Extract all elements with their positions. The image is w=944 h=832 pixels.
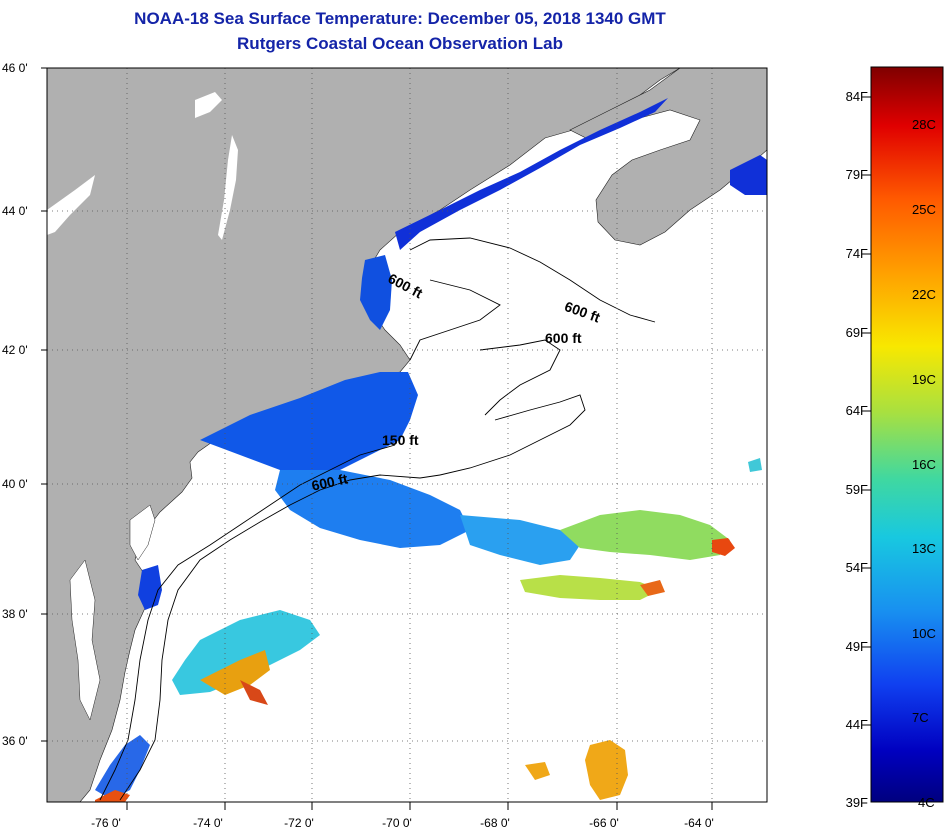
colorbar-ticks (866, 96, 871, 726)
colorbar-c-13: 13C (912, 541, 936, 556)
depth-contours (99, 237, 656, 801)
sst-southern-new-england (200, 372, 418, 480)
colorbar-f-49: 49F (845, 639, 868, 654)
sst-warm-filament-2 (240, 680, 268, 705)
lat-label-46: 46 0' (2, 61, 28, 75)
colorbar-f-74: 74F (845, 246, 868, 261)
sst-warm-core-2 (640, 580, 665, 596)
sst-cape-hatteras-shelf (172, 610, 320, 695)
colorbar-c-4: 4C (918, 795, 935, 810)
contour-label-150ft: 150 ft (382, 432, 419, 448)
colorbar-f-44: 44F (845, 717, 868, 732)
lat-label-38: 38 0' (2, 607, 28, 621)
lat-label-44: 44 0' (2, 204, 28, 218)
map-title: NOAA-18 Sea Surface Temperature: Decembe… (134, 9, 666, 28)
colorbar-c-16: 16C (912, 457, 936, 472)
sst-nova-scotia-coast (730, 155, 767, 195)
chesapeake-bay (69, 559, 101, 721)
sst-cape-cod (360, 255, 392, 330)
lon-label-68: -68 0' (480, 816, 510, 830)
lon-label-64: -64 0' (684, 816, 714, 830)
sst-gulf-stream-patch-2 (520, 575, 660, 600)
sst-east-edge-cyan (748, 458, 762, 472)
colorbar-c-7: 7C (912, 710, 929, 725)
lon-label-76: -76 0' (91, 816, 121, 830)
lon-label-72: -72 0' (284, 816, 314, 830)
lake-small-1 (195, 92, 222, 118)
sst-warm-filament-1 (200, 650, 270, 695)
lake-ontario (47, 175, 95, 235)
lon-label-66: -66 0' (589, 816, 619, 830)
lat-label-36: 36 0' (2, 734, 28, 748)
colorbar-f-54: 54F (845, 560, 868, 575)
lon-label-74: -74 0' (193, 816, 223, 830)
lat-label-42: 42 0' (2, 343, 28, 357)
sst-delaware-shelf (138, 565, 162, 610)
graticule (47, 68, 767, 802)
sst-south-patch-orange-2 (525, 762, 550, 780)
colorbar-c-22: 22C (912, 287, 936, 302)
delaware-bay (129, 504, 156, 561)
colorbar-c-19: 19C (912, 372, 936, 387)
lat-label-40: 40 0' (2, 477, 28, 491)
colorbar-f-84: 84F (845, 89, 868, 104)
colorbar-c-10: 10C (912, 626, 936, 641)
colorbar-c-28: 28C (912, 117, 936, 132)
sst-gulf-stream-patch-1 (560, 510, 730, 560)
lon-label-70: -70 0' (382, 816, 412, 830)
colorbar (870, 66, 944, 803)
frame-ticks (41, 67, 713, 810)
map-subtitle: Rutgers Coastal Ocean Observation Lab (237, 34, 563, 53)
sst-gulf-of-maine-north (395, 98, 668, 250)
sst-shelf-break-east (460, 515, 580, 565)
colorbar-f-64: 64F (845, 403, 868, 418)
sst-southern-warm (95, 790, 130, 802)
sst-mid-atlantic-shelf (275, 470, 470, 548)
colorbar-f-39: 39F (845, 795, 868, 810)
contour-label-600ft-georges: 600 ft (545, 330, 582, 346)
map-frame (46, 67, 768, 803)
colorbar-f-79: 79F (845, 167, 868, 182)
sst-warm-core-1 (712, 538, 735, 556)
colorbar-c-25: 25C (912, 202, 936, 217)
colorbar-f-59: 59F (845, 482, 868, 497)
lake-champlain (218, 135, 238, 240)
sst-south-patch-orange (585, 740, 628, 800)
sst-southern-coast (95, 735, 150, 800)
colorbar-f-69: 69F (845, 325, 868, 340)
